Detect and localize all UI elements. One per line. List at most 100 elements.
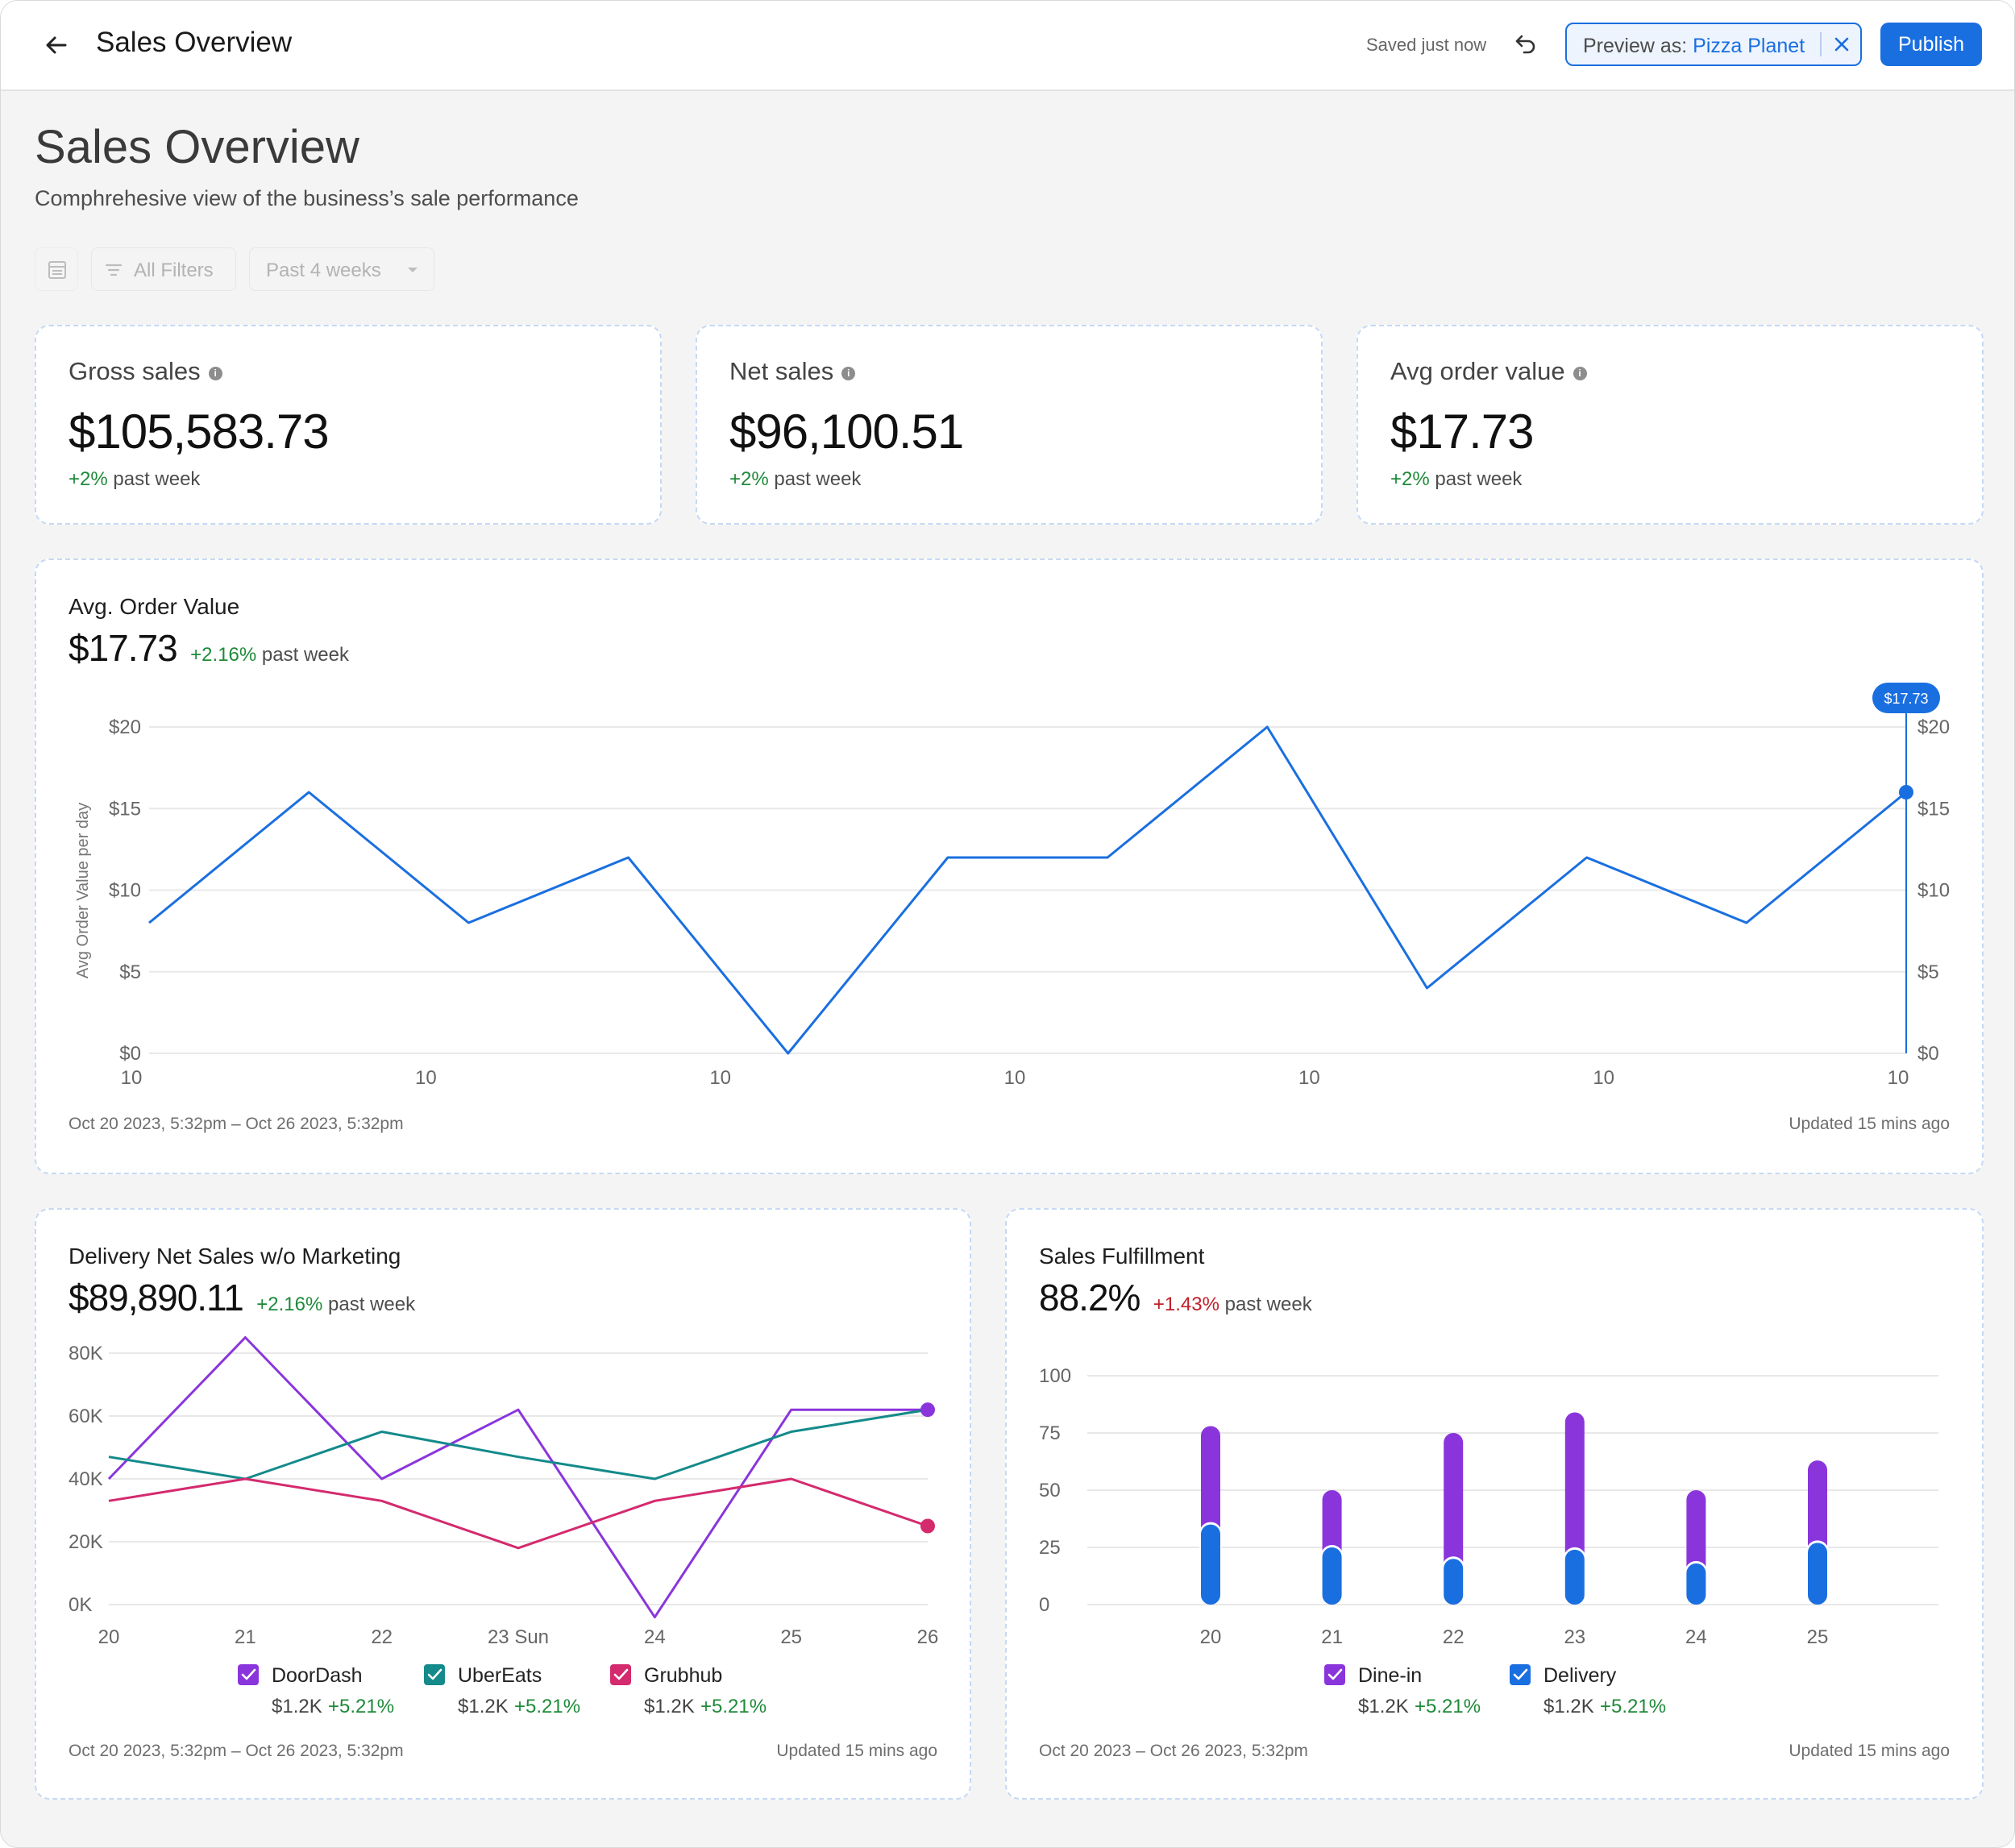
date-range-footer: Oct 20 2023, 5:32pm – Oct 26 2023, 5:32p… [69,1115,404,1133]
kpi-change: +2% past week [69,468,201,490]
legend-item-dine-in[interactable]: Dine-in $1.2K +5.21% [1324,1664,1481,1717]
legend-change: +5.21% [514,1696,580,1717]
all-filters-button[interactable]: All Filters [91,247,236,291]
kpi-label: Gross sales i [69,357,222,386]
legend-checkbox-icon [1510,1664,1531,1685]
x-tick-label: 10 [1888,1067,1909,1089]
date-range-label: Past 4 weeks [266,260,381,281]
y-tick-label: 100 [1039,1365,1071,1387]
info-icon[interactable]: i [1573,367,1587,380]
end-point-grubhub [920,1518,935,1534]
app-title: Sales Overview [96,27,293,58]
chart-change: +2.16% past week [256,1294,416,1315]
chart-summary: 88.2% +1.43% past week [1039,1276,1312,1319]
delivery-line-chart[interactable]: 0K 20K 40K 60K 80K 20 21 22 23 Sun 24 25 26 DoorDash… [36,1210,970,1798]
undo-icon[interactable] [1513,31,1539,57]
y-tick-label-right: $15 [1917,798,1950,820]
date-range-dropdown[interactable]: Past 4 weeks [249,247,434,291]
chart-title: Sales Fulfillment [1039,1244,1205,1269]
chart-value: $17.73 [69,627,178,669]
kpi-card-net-sales[interactable]: Net sales i $96,100.51 +2% past week [696,325,1323,525]
preview-as-label: Preview as: [1583,35,1688,57]
chart-title: Delivery Net Sales w/o Marketing [69,1244,401,1269]
date-range-footer: Oct 20 2023 – Oct 26 2023, 5:32pm [1039,1742,1308,1760]
close-icon[interactable] [1831,34,1852,55]
page-title: Sales Overview [35,121,359,173]
y-tick-label-right: $10 [1917,880,1950,902]
y-tick-label: 20K [69,1531,103,1553]
y-tick-label: $15 [109,798,141,820]
sales-fulfillment-card[interactable]: Sales Fulfillment 88.2% +1.43% past week… [1005,1208,1984,1800]
all-filters-label: All Filters [134,260,214,281]
preview-as-chip[interactable]: Preview as: Pizza Planet [1565,23,1862,66]
kpi-value: $96,100.51 [729,405,964,459]
bar-group [1442,1433,1465,1605]
check-icon [241,1668,256,1680]
kpi-change: +2% past week [729,468,862,490]
delivery-net-sales-card[interactable]: Delivery Net Sales w/o Marketing $89,890… [35,1208,971,1800]
end-point-doordash [920,1402,935,1418]
x-tick-label: 20 [98,1626,120,1648]
info-icon[interactable]: i [841,367,856,380]
preview-divider [1820,32,1822,56]
legend-item-ubereats[interactable]: UberEats $1.2K +5.21% [424,1664,580,1717]
legend-item-delivery[interactable]: Delivery $1.2K +5.21% [1510,1664,1666,1717]
chart-value: 88.2% [1039,1277,1140,1319]
kpi-card-gross-sales[interactable]: Gross sales i $105,583.73 +2% past week [35,325,662,525]
bar-delivery [1201,1524,1220,1605]
kpi-card-avg-order-value[interactable]: Avg order value i $17.73 +2% past week [1356,325,1984,525]
publish-button[interactable]: Publish [1880,23,1982,66]
bar-delivery [1686,1563,1706,1605]
chart-value: $89,890.11 [69,1277,244,1319]
series-line-doordash [107,1336,928,1619]
y-tick-label: 50 [1039,1480,1061,1501]
legend-item-doordash[interactable]: DoorDash $1.2K +5.21% [238,1664,394,1717]
series-line [148,725,1907,1055]
x-tick-label: 22 [1443,1626,1465,1648]
legend-stat: $1.2K [272,1696,322,1717]
legend-checkbox-icon [238,1664,259,1685]
info-icon[interactable]: i [208,367,222,380]
y-tick-label-right: $5 [1917,961,1939,983]
updated-footer: Updated 15 mins ago [776,1742,937,1760]
y-tick-label-right: $20 [1917,716,1950,738]
bar-delivery [1322,1547,1342,1605]
legend-change: +5.21% [1600,1696,1666,1717]
preview-as-text: Preview as: Pizza Planet [1583,35,1805,58]
aov-line-chart[interactable]: $0 $0 $5 $5 $10 $10 $15 $15 $20 $20 Avg Order Valu… [36,560,1982,1173]
fulfillment-bar-chart[interactable]: 0 25 50 75 100 20 21 22 23 24 25 Dine-in $1.2K +5.21%… [1007,1210,1982,1798]
updated-footer: Updated 15 mins ago [1789,1742,1950,1760]
aov-chart-card[interactable]: Avg. Order Value $17.73 +2.16% past week… [35,559,1984,1174]
legend-change: +5.21% [700,1696,767,1717]
legend-stat: $1.2K [1358,1696,1409,1717]
x-tick-label: 25 [780,1626,802,1648]
filter-icon [105,264,123,276]
x-tick-label: 10 [1004,1067,1026,1089]
x-tick-label: 24 [1685,1626,1707,1648]
table-view-button[interactable] [35,247,78,291]
kpi-change: +2% past week [1390,468,1523,490]
chart-summary: $17.73 +2.16% past week [69,626,349,670]
updated-footer: Updated 15 mins ago [1789,1115,1950,1133]
bar-group [1199,1426,1222,1605]
y-tick-label: 60K [69,1406,103,1427]
legend-checkbox-icon [1324,1664,1345,1685]
kpi-value: $17.73 [1390,405,1535,459]
chart-change: +1.43% past week [1153,1294,1312,1315]
back-arrow-icon[interactable] [41,30,72,60]
bar-delivery [1808,1543,1827,1605]
x-tick-label: 10 [1298,1067,1320,1089]
x-tick-label: 20 [1200,1626,1222,1648]
legend-stat: $1.2K [1543,1696,1594,1717]
page-subtitle: Comphrehesive view of the business’s sal… [35,186,579,210]
x-tick-label: 21 [1321,1626,1343,1648]
legend-label: Grubhub [644,1664,722,1687]
date-range-footer: Oct 20 2023, 5:32pm – Oct 26 2023, 5:32p… [69,1742,404,1760]
y-tick-label: 75 [1039,1422,1061,1444]
y-tick-label: 0K [69,1594,92,1616]
legend-item-grubhub[interactable]: Grubhub $1.2K +5.21% [610,1664,767,1717]
legend-checkbox-icon [610,1664,631,1685]
legend-stat: $1.2K [458,1696,509,1717]
hover-point [1899,785,1913,799]
